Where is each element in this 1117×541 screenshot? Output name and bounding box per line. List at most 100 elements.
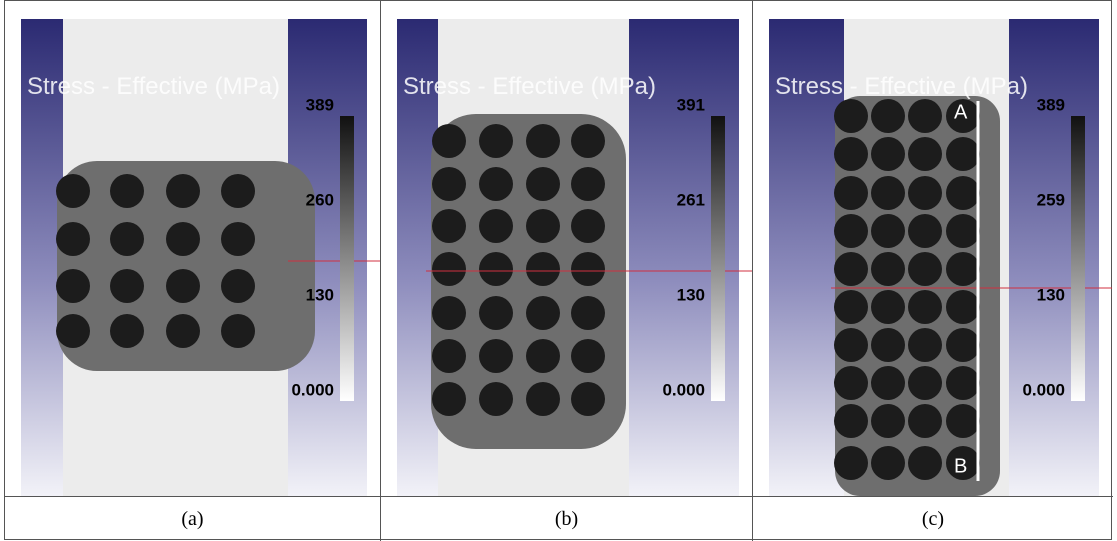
stress-blob: [871, 404, 905, 438]
stress-blob: [110, 314, 144, 348]
stress-blob: [432, 124, 466, 158]
marker-label: B: [954, 455, 967, 477]
stress-blob: [871, 176, 905, 210]
stress-blob: [871, 137, 905, 171]
simulation-image: Stress - Effective (MPa) 391 261 130 0.000: [381, 1, 752, 496]
stress-blob: [526, 252, 560, 286]
stress-blob: [908, 446, 942, 480]
simulation-image: Stress - Effective (MPa) 389 259 130 0.000 A B: [753, 1, 1112, 496]
stress-blob: [166, 269, 200, 303]
stress-blob: [908, 99, 942, 133]
stress-blob: [221, 314, 255, 348]
stress-blob: [479, 209, 513, 243]
stress-blob: [526, 339, 560, 373]
stress-blob: [834, 176, 868, 210]
stress-blob: [834, 137, 868, 171]
colorbar-label: 130: [677, 285, 705, 304]
stress-blob: [946, 404, 980, 438]
title: Stress - Effective (MPa): [27, 73, 280, 100]
panel: Stress - Effective (MPa) 389 259 130 0.000 A B: [753, 1, 1113, 496]
stress-blob: [834, 366, 868, 400]
stress-blob: [571, 252, 605, 286]
colorbar-label: 0.000: [1022, 380, 1065, 399]
stress-blob: [110, 222, 144, 256]
stress-blob: [908, 176, 942, 210]
stress-blob: [56, 269, 90, 303]
stress-blob: [221, 222, 255, 256]
caption: (b): [381, 496, 753, 541]
colorbar: [340, 116, 354, 401]
stress-blob: [871, 99, 905, 133]
stress-blob: [432, 252, 466, 286]
stress-blob: [571, 167, 605, 201]
colorbar-label: 259: [1037, 190, 1065, 209]
colorbar: [1071, 116, 1085, 401]
stress-blob: [166, 174, 200, 208]
stress-blob: [479, 296, 513, 330]
stress-blob: [432, 296, 466, 330]
stress-blob: [571, 339, 605, 373]
stress-blob: [479, 124, 513, 158]
stress-blob: [908, 214, 942, 248]
colorbar-label: 389: [1037, 95, 1065, 114]
title: Stress - Effective (MPa): [403, 73, 656, 100]
stress-blob: [946, 214, 980, 248]
stress-blob: [946, 290, 980, 324]
stress-blob: [908, 137, 942, 171]
stress-blob: [834, 328, 868, 362]
panel: Stress - Effective (MPa) 391 261 130 0.000: [381, 1, 753, 496]
colorbar-label: 260: [306, 190, 334, 209]
colorbar-label: 391: [677, 95, 705, 114]
stress-blob: [871, 252, 905, 286]
stress-blob: [526, 296, 560, 330]
stress-blob: [432, 382, 466, 416]
stress-blob: [946, 328, 980, 362]
colorbar-label: 130: [1037, 285, 1065, 304]
stress-blob: [432, 339, 466, 373]
stress-blob: [221, 174, 255, 208]
stress-blob: [908, 290, 942, 324]
stress-blob: [479, 167, 513, 201]
stress-blob: [571, 209, 605, 243]
marker-label: A: [954, 101, 968, 123]
colorbar-label: 261: [677, 190, 705, 209]
caption: (c): [753, 496, 1113, 541]
stress-blob: [834, 252, 868, 286]
stress-blob: [871, 366, 905, 400]
stress-blob: [571, 124, 605, 158]
stress-blob: [946, 137, 980, 171]
title: Stress - Effective (MPa): [775, 73, 1028, 100]
stress-blob: [834, 290, 868, 324]
stress-blob: [110, 174, 144, 208]
colorbar: [711, 116, 725, 401]
stress-blob: [110, 269, 144, 303]
stress-blob: [526, 209, 560, 243]
stress-blob: [834, 99, 868, 133]
stress-blob: [432, 209, 466, 243]
stress-blob: [221, 269, 255, 303]
stress-blob: [834, 214, 868, 248]
stress-blob: [479, 252, 513, 286]
stress-blob: [871, 446, 905, 480]
colorbar-label: 0.000: [291, 380, 334, 399]
stress-blob: [871, 328, 905, 362]
stress-blob: [834, 446, 868, 480]
stress-blob: [908, 366, 942, 400]
stress-blob: [526, 382, 560, 416]
colorbar-label: 0.000: [662, 380, 705, 399]
stress-blob: [908, 252, 942, 286]
stress-blob: [834, 404, 868, 438]
stress-blob: [56, 174, 90, 208]
stress-blob: [908, 404, 942, 438]
stress-blob: [946, 366, 980, 400]
colorbar-label: 130: [306, 285, 334, 304]
stress-blob: [526, 167, 560, 201]
stress-blob: [946, 176, 980, 210]
stress-blob: [908, 328, 942, 362]
stress-blob: [166, 314, 200, 348]
stress-blob: [871, 290, 905, 324]
stress-blob: [166, 222, 200, 256]
